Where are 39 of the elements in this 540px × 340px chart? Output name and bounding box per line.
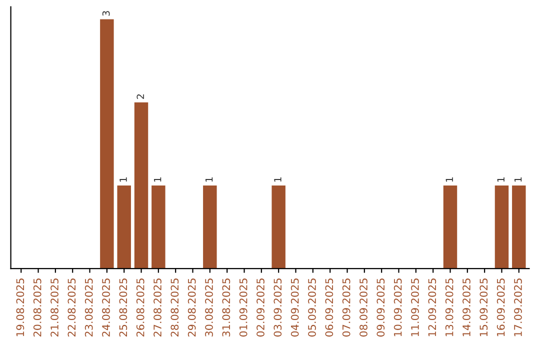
- data-label: 1: [206, 177, 213, 182]
- x-tick-label: 01.09.2025: [239, 278, 248, 337]
- x-tick-label: 19.08.2025: [16, 278, 24, 336]
- data-label: 1: [274, 177, 282, 182]
- x-tick-label: 09.09.2025: [376, 278, 385, 337]
- x-tick-label: 23.08.2025: [84, 278, 93, 337]
- x-tick-label: 20.08.2025: [33, 278, 42, 337]
- x-tick-label: 10.09.2025: [394, 278, 402, 336]
- data-label: 1: [120, 177, 127, 182]
- x-tick-label: 28.08.2025: [170, 278, 179, 337]
- x-tick-label: 30.08.2025: [205, 278, 213, 336]
- x-tick-label: 15.09.2025: [480, 278, 488, 336]
- data-label: 1: [154, 177, 162, 182]
- x-tick-label: 06.09.2025: [325, 278, 334, 337]
- data-label: 1: [497, 177, 504, 182]
- x-tick-label: 27.08.2025: [154, 278, 162, 337]
- x-tick-label: 04.09.2025: [290, 278, 299, 337]
- x-tick-label: 24.08.2025: [102, 278, 110, 337]
- x-tick-label: 17.09.2025: [514, 278, 522, 336]
- data-label: 3: [102, 11, 110, 16]
- x-tick-label: 11.09.2025: [411, 278, 419, 336]
- x-tick-label: 26.08.2025: [136, 278, 144, 337]
- data-label: 1: [514, 177, 522, 182]
- x-tick-label: 25.08.2025: [119, 278, 128, 337]
- x-tick-label: 31.08.2025: [222, 278, 230, 336]
- x-tick-label: 29.08.2025: [188, 278, 196, 337]
- x-tick-label: 22.08.2025: [68, 278, 76, 337]
- x-tick-label: 05.09.2025: [308, 278, 316, 337]
- x-tick-label: 08.09.2025: [360, 278, 368, 337]
- data-label: 2: [136, 94, 144, 99]
- x-tick-label: 14.09.2025: [462, 278, 470, 336]
- x-tick-label: 21.08.2025: [50, 278, 58, 337]
- x-tick-label: 03.09.2025: [274, 278, 282, 337]
- x-tick-label: 16.09.2025: [496, 278, 505, 336]
- x-tick-label: 12.09.2025: [428, 278, 436, 336]
- x-tick-label: 13.09.2025: [445, 278, 454, 336]
- data-label: 1: [446, 177, 453, 182]
- x-tick-label: 02.09.2025: [256, 278, 264, 337]
- x-tick-label: 07.09.2025: [342, 278, 350, 337]
